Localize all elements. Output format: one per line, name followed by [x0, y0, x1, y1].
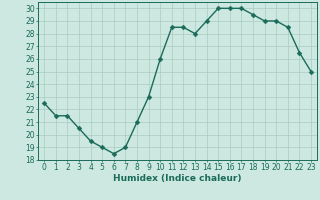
X-axis label: Humidex (Indice chaleur): Humidex (Indice chaleur) [113, 174, 242, 183]
